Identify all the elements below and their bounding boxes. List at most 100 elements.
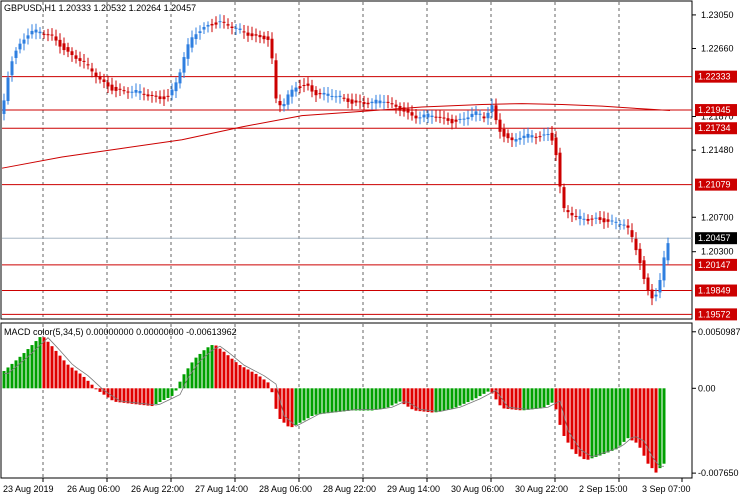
candle-body — [346, 98, 350, 102]
macd-bar — [586, 388, 590, 460]
candle-body — [554, 137, 558, 156]
macd-bar — [394, 388, 398, 404]
candle-body — [418, 117, 422, 119]
macd-bar — [118, 388, 122, 403]
macd-bar — [506, 388, 510, 409]
macd-tick-label: 0.0050987 — [698, 327, 740, 337]
candle-body — [546, 134, 550, 136]
candle-body — [6, 77, 10, 102]
candle-body — [578, 216, 582, 219]
macd-bar — [126, 388, 130, 404]
price-tick-label: 1.22660 — [701, 43, 734, 53]
candle-body — [654, 294, 658, 297]
macd-bar — [94, 388, 98, 390]
candle-body — [382, 101, 386, 103]
level-label: 1.21079 — [698, 180, 731, 190]
macd-histogram — [2, 337, 666, 473]
candle-body — [314, 90, 318, 96]
candle-body — [138, 90, 142, 94]
candle-body — [54, 36, 58, 41]
candle-body — [122, 90, 126, 92]
candle-body — [618, 224, 622, 226]
macd-bar — [258, 376, 262, 389]
candle-body — [206, 24, 210, 27]
macd-bar — [454, 388, 458, 408]
macd-bar — [234, 362, 238, 389]
candle-body — [402, 107, 406, 112]
macd-bar — [262, 379, 266, 389]
time-tick-label: 30 Aug 22:00 — [515, 484, 568, 494]
macd-bar — [430, 388, 434, 413]
candle-body — [474, 111, 478, 115]
macd-bar — [658, 388, 662, 469]
candle-body — [150, 94, 154, 96]
candle-body — [498, 119, 502, 132]
candle-body — [466, 117, 470, 120]
candle-body — [30, 30, 34, 35]
macd-bar — [386, 388, 390, 408]
candle-body — [626, 225, 630, 228]
macd-bar — [178, 381, 182, 389]
candle-body — [506, 133, 510, 139]
macd-bar — [498, 388, 502, 406]
macd-bar — [182, 374, 186, 389]
candle-body — [222, 21, 226, 23]
macd-bar — [206, 347, 210, 389]
candle-body — [538, 136, 542, 138]
macd-bar — [434, 388, 438, 413]
price-panel[interactable] — [0, 0, 693, 320]
macd-bar — [438, 388, 442, 412]
candle-body — [550, 132, 554, 141]
candle-body — [358, 101, 362, 103]
price-tick-label: 1.23050 — [701, 10, 734, 20]
macd-bar — [354, 388, 358, 411]
macd-bar — [90, 384, 94, 389]
candle-body — [558, 152, 562, 187]
macd-tick-label: -0.007650 — [698, 468, 739, 478]
macd-bar — [554, 388, 558, 410]
candle-body — [462, 118, 466, 120]
macd-bar — [450, 388, 454, 409]
candle-body — [190, 37, 194, 48]
macd-bar — [418, 388, 422, 412]
macd-bar — [326, 388, 330, 414]
candle-body — [494, 105, 498, 121]
candle-body — [642, 260, 646, 279]
level-label: 1.21734 — [698, 123, 731, 133]
macd-bar — [630, 388, 634, 441]
candle-body — [226, 24, 230, 26]
macd-bar — [306, 388, 310, 419]
macd-bar — [518, 388, 522, 411]
candle-body — [622, 224, 626, 226]
time-axis: 23 Aug 2019 26 Aug 06:00 26 Aug 22:00 27 Au… — [3, 478, 691, 494]
candle-body — [434, 116, 438, 118]
candle-body — [270, 38, 274, 59]
candle-body — [658, 280, 662, 293]
candle-body — [298, 86, 302, 88]
macd-bar — [426, 388, 430, 413]
macd-bar — [414, 388, 418, 411]
macd-bar — [634, 388, 638, 443]
macd-bar — [50, 346, 54, 389]
candle-body — [286, 94, 290, 105]
macd-bar — [310, 388, 314, 417]
candle-body — [458, 118, 462, 120]
macd-bar — [558, 388, 562, 425]
macd-bar — [22, 353, 26, 389]
macd-bar — [370, 388, 374, 411]
macd-bar — [66, 364, 70, 389]
macd-bar — [642, 388, 646, 456]
candle-body — [598, 217, 602, 220]
candle-body — [94, 72, 98, 77]
candle-body — [410, 112, 414, 116]
candle-body — [182, 57, 186, 73]
macd-bar — [110, 388, 114, 401]
macd-bar — [154, 388, 158, 405]
candle-body — [118, 88, 122, 90]
candle-body — [114, 86, 118, 91]
candle-body — [42, 33, 46, 35]
macd-bar — [70, 367, 74, 389]
candle-body — [394, 104, 398, 107]
price-tick-label: 1.21870 — [701, 112, 734, 122]
